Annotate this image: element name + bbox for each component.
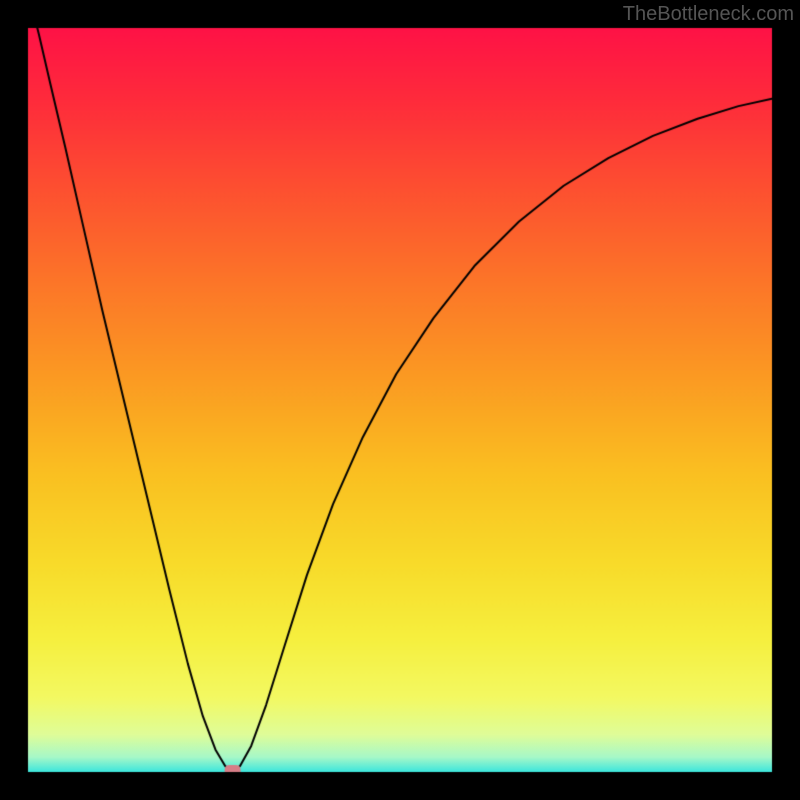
chart-container: TheBottleneck.com [0, 0, 800, 800]
bottleneck-chart [0, 0, 800, 800]
